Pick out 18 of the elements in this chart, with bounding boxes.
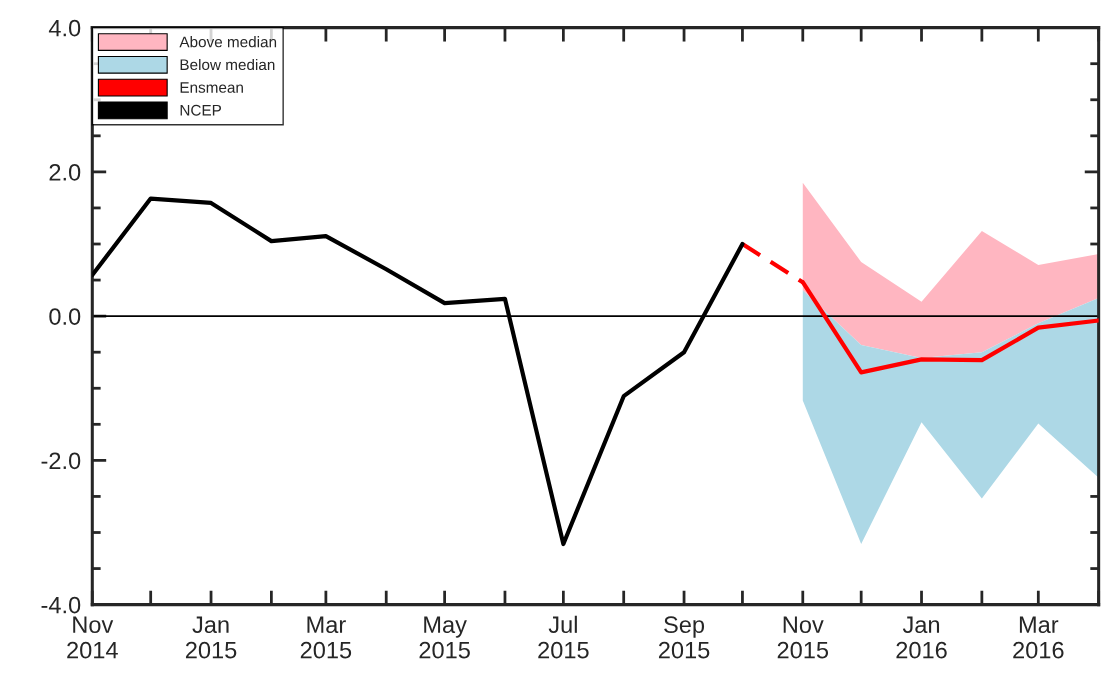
x-tick-label: Jul 2015: [538, 615, 589, 659]
y-tick-label: 2.0: [49, 163, 81, 181]
legend-label: Below median: [180, 58, 275, 71]
x-tick-label: Jan 2016: [896, 616, 947, 659]
y-tick-label: 0.0: [49, 308, 81, 325]
x-tick-label: Nov 2015: [777, 616, 829, 659]
x-tick-label: Mar 2016: [1013, 616, 1064, 659]
x-tick-label: Jan 2015: [185, 616, 237, 659]
y-tick-label: 4.0: [48, 19, 81, 37]
x-tick-label: Mar 2015: [300, 616, 352, 659]
legend-label: Ensmean: [180, 82, 243, 93]
y-tick-label: -4.0: [41, 596, 81, 614]
x-tick-label: Nov 2014: [67, 616, 118, 659]
legend-label: Above median: [179, 36, 277, 48]
legend-label: NCEP: [180, 104, 222, 116]
x-tick-label: May 2015: [419, 616, 470, 659]
y-tick-label: -2.0: [41, 452, 81, 470]
x-tick-label: Sep 2015: [658, 616, 710, 659]
